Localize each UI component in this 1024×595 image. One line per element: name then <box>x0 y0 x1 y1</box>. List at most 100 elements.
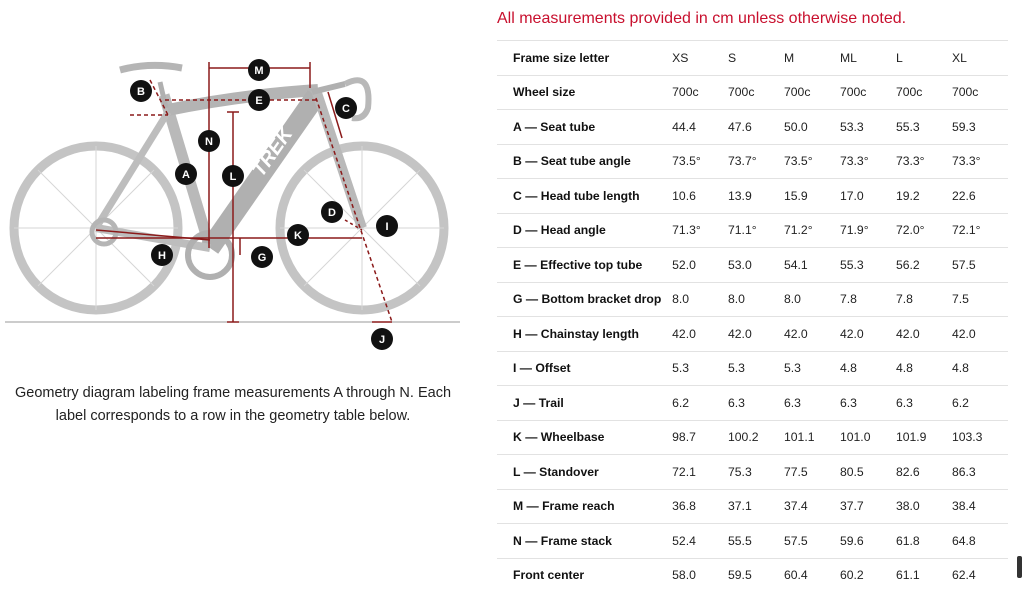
table-cell: 73.3° <box>951 144 1008 179</box>
table-cell: 98.7 <box>672 420 728 455</box>
table-cell: L <box>895 40 952 76</box>
table-cell: 59.5 <box>728 568 752 583</box>
badge-m: M <box>248 59 270 81</box>
table-cell: 700c <box>839 75 896 110</box>
scrollbar-thumb[interactable] <box>1017 556 1022 578</box>
table-cell: 73.5° <box>783 144 840 179</box>
table-cell: 55.3 <box>895 109 952 145</box>
row-label: C — Head tube length <box>497 178 673 214</box>
table-cell: 8.0 <box>672 282 728 317</box>
table-cell: 19.2 <box>895 178 952 214</box>
badge-h: H <box>151 244 173 266</box>
table-cell: 53.0 <box>728 247 784 283</box>
table-cell: 6.3 <box>839 385 896 421</box>
table-row: Front center 58.0 59.5 60.4 60.2 61.1 62.4 <box>497 558 1008 592</box>
svg-text:H: H <box>158 250 166 262</box>
badge-a: A <box>175 163 197 185</box>
table-row: Wheel size 700c 700c 700c 700c 700c 700c <box>497 75 1008 110</box>
table-cell: 82.6 <box>895 454 952 490</box>
table-cell: ML <box>839 40 896 76</box>
table-row: I — Offset 5.3 5.3 5.3 4.8 4.8 4.8 <box>497 351 1008 386</box>
svg-text:G: G <box>258 252 267 264</box>
table-cell: 56.2 <box>895 247 952 283</box>
row-label: J — Trail <box>497 385 673 421</box>
svg-text:E: E <box>255 95 262 107</box>
badge-d: D <box>321 201 343 223</box>
table-cell: 6.2 <box>672 385 728 421</box>
svg-text:M: M <box>254 65 263 77</box>
table-cell: 700c <box>951 75 1008 110</box>
table-cell: 80.5 <box>839 454 896 490</box>
table-cell: 13.9 <box>728 178 784 214</box>
table-cell: 62.4 <box>951 568 976 583</box>
table-cell: 700c <box>728 75 784 110</box>
table-row: N — Frame stack 52.4 55.5 57.5 59.6 61.8 64.8 <box>497 523 1008 559</box>
table-cell: 8.0 <box>728 282 784 317</box>
table-row: K — Wheelbase 98.7 100.2 101.1 101.0 101.9 103… <box>497 420 1008 455</box>
table-row: L — Standover 72.1 75.3 77.5 80.5 82.6 86.3 <box>497 454 1008 490</box>
row-label: D — Head angle <box>497 213 673 248</box>
badge-e: E <box>248 89 270 111</box>
table-cell: 86.3 <box>951 454 1008 490</box>
svg-text:J: J <box>379 334 385 346</box>
table-cell: 6.3 <box>783 385 840 421</box>
row-label: H — Chainstay length <box>497 316 673 352</box>
table-row: E — Effective top tube 52.0 53.0 54.1 55.3 56… <box>497 247 1008 283</box>
table-cell: 8.0 <box>783 282 840 317</box>
table-cell: 22.6 <box>951 178 1008 214</box>
table-cell: 37.7 <box>839 489 896 524</box>
table-cell: XL <box>951 40 1008 76</box>
table-cell: XS <box>672 40 728 76</box>
label-badges: M B E C N A L D I K H G J <box>130 59 398 350</box>
table-cell: 75.3 <box>728 454 784 490</box>
table-cell: 71.9° <box>839 213 896 248</box>
table-row: B — Seat tube angle 73.5° 73.7° 73.5° 73.3° 7… <box>497 144 1008 179</box>
row-label: A — Seat tube <box>497 109 673 145</box>
table-cell: 52.0 <box>672 247 728 283</box>
table-cell: 64.8 <box>951 523 1008 559</box>
badge-c: C <box>335 97 357 119</box>
diagram-caption: Geometry diagram labeling frame measurem… <box>14 385 452 424</box>
table-cell: 57.5 <box>951 247 1008 283</box>
table-cell: 5.3 <box>728 351 784 386</box>
table-cell: 53.3 <box>839 109 896 145</box>
table-cell: 5.3 <box>672 351 728 386</box>
geometry-table-body: Frame size letter XS S M ML L XL Wheel size 700c… <box>497 40 1008 593</box>
svg-text:B: B <box>137 86 145 98</box>
table-cell: 37.1 <box>728 489 784 524</box>
table-cell: 6.2 <box>951 385 1008 421</box>
table-cell: 71.3° <box>672 213 728 248</box>
table-cell: 700c <box>783 75 840 110</box>
table-cell: 72.1° <box>951 213 1008 248</box>
table-cell: 4.8 <box>951 351 1008 386</box>
table-cell: 42.0 <box>672 316 728 352</box>
table-cell: 61.1 <box>895 568 920 583</box>
table-cell: 42.0 <box>895 316 952 352</box>
table-cell: 103.3 <box>951 420 1008 455</box>
badge-g: G <box>251 246 273 268</box>
table-cell: 55.3 <box>839 247 896 283</box>
table-cell: 7.5 <box>951 282 1008 317</box>
table-cell: 6.3 <box>728 385 784 421</box>
dimension-lines <box>95 62 393 323</box>
table-row: M — Frame reach 36.8 37.1 37.4 37.7 38.0 38.4 <box>497 489 1008 524</box>
table-cell: 71.1° <box>728 213 784 248</box>
table-cell: 59.3 <box>951 109 1008 145</box>
geometry-table: Frame size letter XS S M ML L XL Wheel size 700c… <box>497 40 1008 592</box>
table-cell: 17.0 <box>839 178 896 214</box>
row-label: B — Seat tube angle <box>497 144 673 179</box>
svg-text:C: C <box>342 103 350 115</box>
table-cell: 50.0 <box>783 109 840 145</box>
bike-silhouette <box>9 61 449 315</box>
svg-text:K: K <box>294 230 302 242</box>
table-cell: 36.8 <box>672 489 728 524</box>
table-row: C — Head tube length 10.6 13.9 15.9 17.0 19.2… <box>497 178 1008 214</box>
table-cell: 58.0 <box>672 568 696 583</box>
table-cell: 73.5° <box>672 144 728 179</box>
svg-text:A: A <box>182 169 190 181</box>
table-cell: 72.0° <box>895 213 952 248</box>
row-label: Wheel size <box>497 75 673 110</box>
badge-b: B <box>130 80 152 102</box>
table-cell: 42.0 <box>951 316 1008 352</box>
table-cell: 42.0 <box>839 316 896 352</box>
